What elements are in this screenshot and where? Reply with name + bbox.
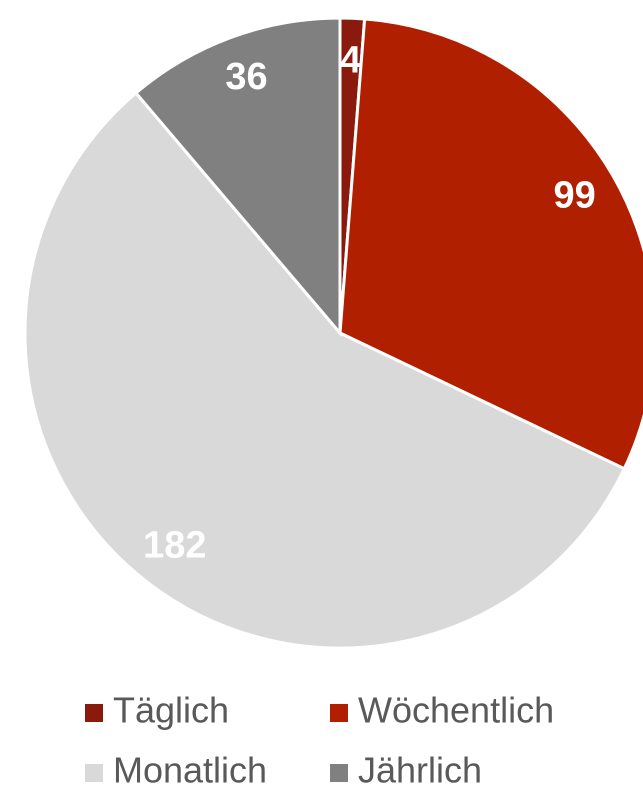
legend-swatch — [85, 704, 103, 722]
pie-slice — [338, 17, 643, 471]
value-label: 4 — [340, 39, 361, 81]
pie-slice — [133, 16, 342, 338]
value-label: 99 — [553, 175, 595, 217]
legend-label: Jährlich — [358, 750, 482, 791]
value-label: 36 — [225, 56, 267, 98]
pie-slice — [23, 90, 627, 650]
legend-label: Wöchentlich — [358, 690, 554, 731]
legend-swatch — [330, 704, 348, 722]
legend-label: Täglich — [113, 690, 229, 731]
legend-swatch — [330, 764, 348, 782]
legend-swatch — [85, 764, 103, 782]
value-label: 182 — [143, 525, 206, 567]
legend-label: Monatlich — [113, 750, 267, 791]
